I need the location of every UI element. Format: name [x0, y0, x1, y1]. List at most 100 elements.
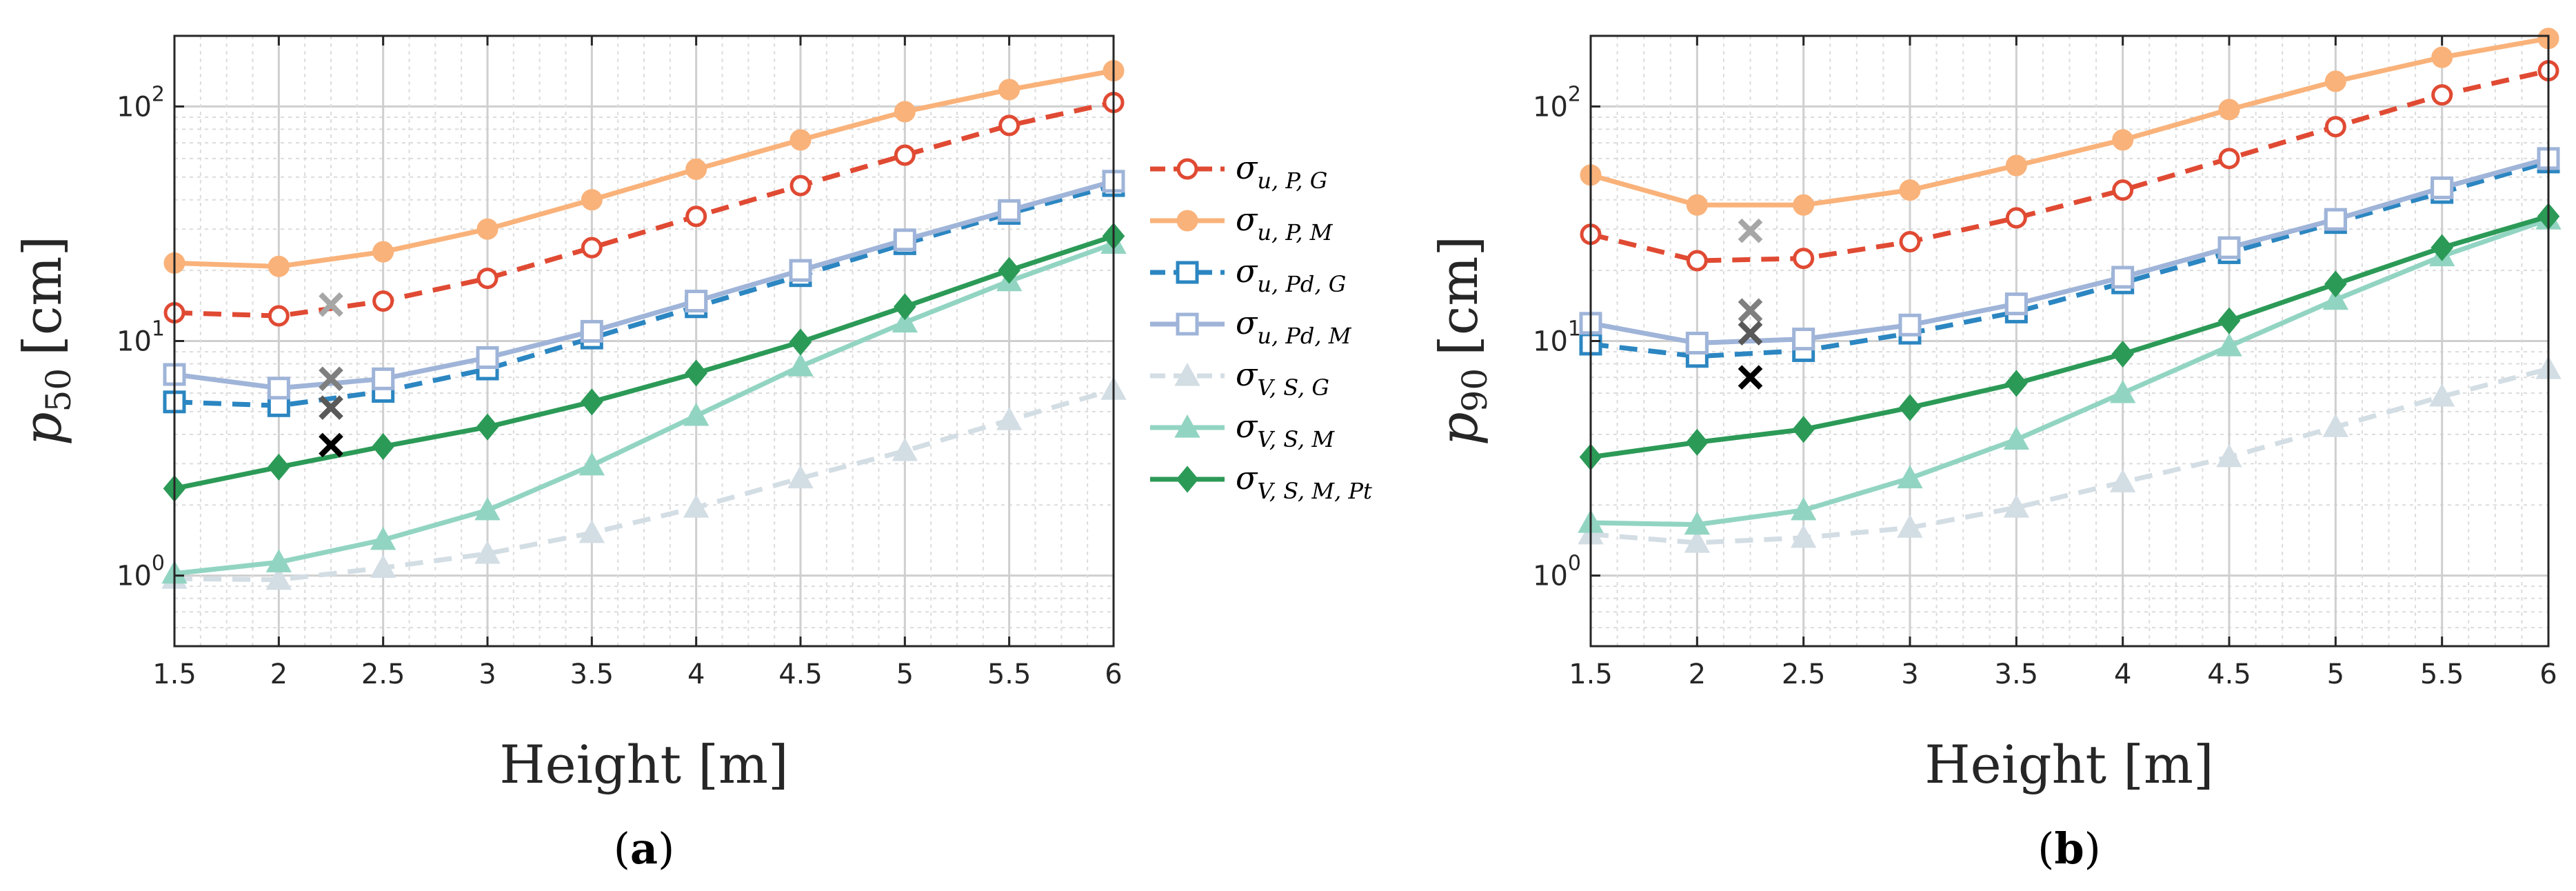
legend-label-base: σ [1236, 304, 1258, 341]
panel-a-xtick-label: 2 [270, 659, 288, 690]
panel-b-x-marker [1738, 298, 1763, 323]
panel-a-series-3-point [580, 319, 603, 343]
panel-b-series-6-point [1898, 394, 1922, 421]
panel-a-ylabel-main: p [12, 412, 73, 446]
panel-a-series-4-point [578, 519, 605, 543]
panel-a-ytick-label: 101 [117, 317, 165, 358]
legend-label-base: σ [1236, 252, 1258, 290]
legend-swatch-marker [1176, 158, 1198, 180]
panel-b-series-6-point [1686, 428, 1709, 456]
panel-b-series-6-point [2111, 340, 2134, 368]
panel-a-series-0-point [581, 237, 603, 259]
panel-a-series-6-point [789, 328, 812, 356]
panel-b-series-0-line [1590, 68, 2549, 263]
legend-label: σV, S, G [1236, 356, 1329, 401]
legend-label-base: σ [1236, 356, 1258, 393]
legend-label-sub: V, S, M, Pt [1257, 478, 1372, 504]
panel-b-series-5-point [1684, 511, 1711, 535]
panel-b-xtick-label: 5 [2327, 659, 2344, 690]
panel-b-series-6-point [2324, 270, 2347, 298]
legend-label: σu, P, M [1236, 201, 1334, 246]
panel-a-series-5-point [892, 309, 918, 333]
panel-a-series-6-point [894, 293, 916, 321]
legend-entry-6: σV, S, M, Pt [1150, 459, 1372, 504]
panel-b-series-0-point [2005, 207, 2027, 229]
panel-a-series-5-point [265, 549, 292, 572]
panel-b-series-5-line [1590, 217, 2550, 528]
panel-a-xtick-label: 4.5 [778, 659, 823, 690]
legend-label-sub: V, S, G [1257, 374, 1329, 401]
panel-b-xlabel: Height [m] [1924, 734, 2213, 795]
legend-label-sub: u, Pd, G [1257, 271, 1346, 297]
panel-a-series-1-point [894, 101, 916, 123]
panel-a-series-6-point [581, 388, 603, 416]
panel-b-series-6-point [2005, 370, 2028, 397]
panel-a-series-6-point [476, 413, 499, 441]
panel-a-ytick-label: 100 [117, 552, 165, 592]
panel-b-caption: (b) [2037, 823, 2101, 874]
svg-text:p90[cm]: p90 [cm] [1428, 236, 1495, 446]
panel-b-series-0-point [2324, 116, 2346, 138]
panel-b-series-1-point [1686, 194, 1708, 216]
panel-a-series-1-point [581, 189, 603, 211]
panel-a-xtick-label: 2.5 [361, 659, 405, 690]
panel-b-xtick-label: 6 [2539, 659, 2557, 690]
panel-b-series-4-point [1684, 529, 1711, 553]
panel-a-series-4-point [474, 540, 501, 564]
legend-label: σV, S, M, Pt [1236, 459, 1372, 504]
panel-a-series-4-line [174, 387, 1114, 583]
panel-a-series-4-point [996, 407, 1023, 430]
panel-b-series-5-point [2109, 379, 2136, 403]
panel-a-series-6-point [372, 432, 394, 461]
panel-a-series-3-point [267, 377, 290, 400]
panel-b-series-1-point [2005, 154, 2027, 177]
panel-b-series-3-point [1898, 313, 1922, 337]
legend-label: σV, S, M [1236, 408, 1335, 452]
panel-b-series-4-point [2428, 383, 2455, 407]
panel-b-series-5-point [2216, 333, 2242, 357]
panel-b-xtick-label: 5.5 [2420, 659, 2464, 690]
panel-b-ytick-label: 102 [1533, 82, 1581, 123]
legend-entry-5: σV, S, M [1150, 408, 1335, 452]
panel-a-series-2-line [174, 183, 1114, 408]
panel-b-series-6-point [2217, 307, 2241, 334]
panel-b-series-4-point [2003, 494, 2030, 518]
panel-a-xtick-label: 4 [687, 659, 705, 690]
panel-a-series-1-point [476, 218, 499, 240]
panel-b-series-1-point [2218, 99, 2240, 121]
panel-b-caption-letter: b [2054, 823, 2084, 874]
legend-label-base: σ [1236, 149, 1258, 186]
panel-a-x-marker [319, 395, 343, 420]
legend-label-sub: u, P, M [1257, 219, 1333, 246]
panel-a-ylabel-unit: [cm] [12, 236, 73, 356]
legend-entry-3: σu, Pd, M [1150, 304, 1352, 349]
panel-b-series-1-point [1793, 194, 1815, 216]
panel-a-series-0-point [268, 305, 290, 327]
panel-a-series-5-point [578, 452, 605, 476]
panel-b-series-3-point [2111, 266, 2135, 289]
panel-b-series-6-point [1792, 416, 1815, 443]
panel-a-ylabel-sub: 50 [39, 368, 79, 412]
panel-b-x-marker [1738, 321, 1763, 346]
panel-b-series-0-point [1793, 248, 1815, 270]
panel-b-series-3-point [2324, 208, 2347, 231]
panel-a-xtick-label: 5 [896, 659, 914, 690]
panel-a-caption-letter: a [630, 823, 658, 874]
panel-b-xtick-label: 4 [2114, 659, 2131, 690]
panel-a-series-4-point [892, 437, 918, 461]
legend-label-base: σ [1236, 201, 1258, 238]
panel-a-series-1-point [789, 129, 812, 151]
panel-a-ytick-label: 102 [117, 82, 165, 123]
legend-label-sub: u, P, G [1257, 168, 1327, 194]
panel-a-series-5-point [370, 526, 396, 550]
panel-a-series-6-point [998, 257, 1020, 284]
svg-text:p50[cm]: p50 [cm] [12, 236, 79, 446]
panel-a-series-3-point [893, 228, 916, 252]
panel-b-series-3-point [1685, 331, 1709, 354]
panel-a-series-1-point [685, 158, 707, 180]
panel-b-ytick-label: 100 [1533, 552, 1581, 592]
panel-b-series-5-point [1790, 497, 1817, 521]
panel-a-series-6-line [174, 234, 1115, 491]
panel-b-series-6-point [2431, 234, 2453, 261]
